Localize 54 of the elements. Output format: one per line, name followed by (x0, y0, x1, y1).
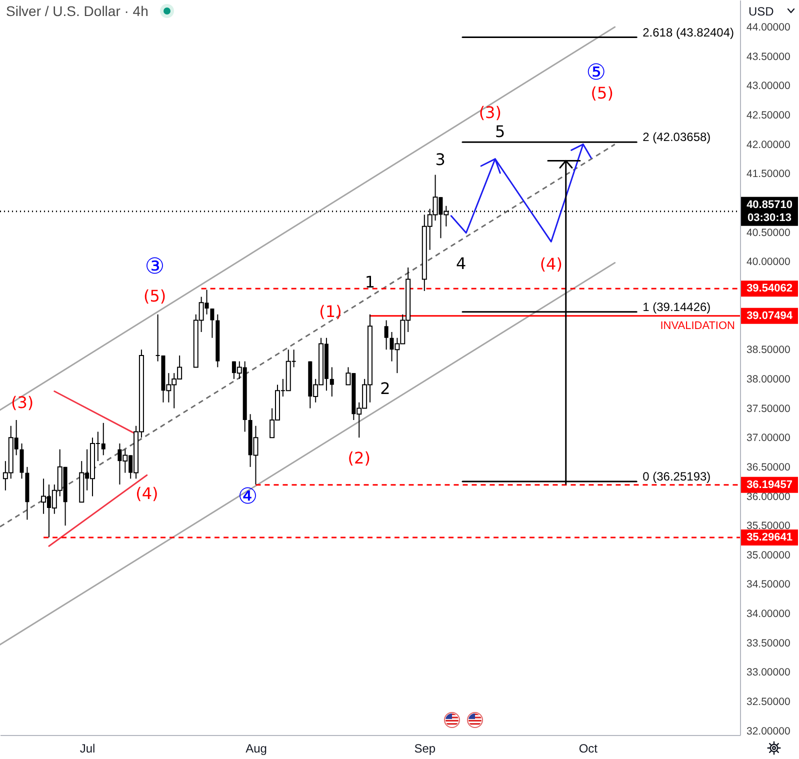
y-tick-label: 37.50000 (746, 402, 790, 415)
x-tick-label: Jul (80, 742, 96, 756)
y-tick-label: 40.50000 (746, 226, 790, 239)
annotation: 36.19457 (746, 478, 792, 491)
y-tick-label: 35.50000 (746, 520, 790, 532)
y-tick-label: 33.00000 (746, 666, 790, 679)
annotation: 2 (380, 379, 390, 398)
annotation: (2) (348, 448, 370, 468)
annotation: (1) (319, 302, 342, 321)
series-label: 2.618 (43.82404) (642, 25, 734, 40)
x-tick-label: Sep (414, 742, 436, 756)
y-tick-label: 42.50000 (746, 109, 790, 122)
annotation: 39.07494 (746, 310, 794, 322)
y-tick-label: 37.00000 (746, 432, 790, 444)
annotation: 4 (456, 254, 466, 273)
annotation: (3) (10, 393, 34, 412)
chart-title: Silver / U.S. Dollar · 4h (6, 3, 148, 19)
y-tick-label: 43.50000 (746, 50, 790, 63)
y-tick-label: 34.00000 (746, 608, 790, 620)
annotation: ④ (238, 484, 258, 510)
y-tick-label: 42.00000 (746, 138, 790, 151)
y-axis-title: USD (748, 4, 774, 18)
series-label: 0 (36.25193) (642, 469, 711, 484)
series-label: 1 (39.14426) (642, 300, 711, 314)
y-tick-label: 35.00000 (746, 549, 790, 562)
annotation: ③ (144, 254, 165, 280)
y-tick-label: 44.00000 (746, 21, 790, 34)
annotation: 3 (435, 150, 446, 169)
y-tick-label: 40.00000 (746, 256, 790, 268)
x-tick-label: Aug (246, 742, 267, 756)
annotation: (4) (540, 254, 562, 274)
annotation: 39.54062 (746, 282, 792, 295)
y-tick-label: 41.50000 (746, 168, 790, 180)
y-tick-label: 38.50000 (746, 344, 790, 356)
x-tick-label: Oct (578, 742, 598, 756)
y-tick-label: 32.00000 (746, 725, 790, 738)
series-label: 2 (42.03658) (642, 130, 711, 144)
annotation: 1 (364, 272, 376, 292)
annotation: (3) (478, 102, 502, 122)
annotation: 5 (495, 122, 506, 141)
y-tick-label: 43.00000 (746, 80, 790, 92)
annotation: (4) (136, 484, 158, 504)
y-tick-label: 33.50000 (746, 637, 790, 650)
annotation: (5) (590, 83, 614, 102)
annotation: 40.85710 03:30:13 (746, 198, 792, 224)
y-tick-label: 36.50000 (746, 461, 790, 474)
y-tick-label: 36.00000 (746, 490, 790, 503)
annotation: 35.29641 (746, 532, 792, 544)
annotation: (5) (143, 286, 166, 306)
y-tick-label: 32.50000 (746, 696, 790, 708)
annotation: ⑤ (586, 60, 606, 86)
y-tick-label: 38.00000 (746, 373, 790, 386)
series-label: INVALIDATION (660, 320, 736, 332)
y-tick-label: 34.50000 (746, 578, 790, 591)
